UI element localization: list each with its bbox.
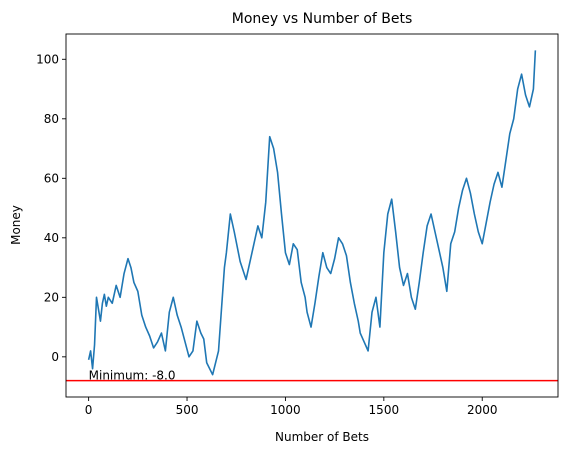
series-line: [87, 50, 537, 376]
x-tick-label-0: 0: [85, 403, 93, 417]
chart-title: Money vs Number of Bets: [232, 11, 413, 27]
minimum-annotation: Minimum: -8.0: [89, 369, 176, 383]
plot-frame: [65, 33, 559, 398]
y-tick-label-0: 0: [51, 350, 59, 364]
x-tick-label-2000: 2000: [467, 403, 498, 417]
y-tick-label-40: 40: [44, 231, 59, 245]
y-tick-label-20: 20: [44, 290, 59, 304]
y-tick-label-60: 60: [44, 171, 59, 185]
x-tick-label-500: 500: [176, 403, 199, 417]
y-axis-label: Money: [9, 205, 23, 245]
y-tick-label-100: 100: [36, 52, 59, 66]
x-axis-label: Number of Bets: [275, 430, 369, 444]
x-tick-label-1000: 1000: [270, 403, 301, 417]
y-tick-label-80: 80: [44, 112, 59, 126]
x-tick-label-1500: 1500: [369, 403, 400, 417]
plot-area: Minimum: -8.0 0 500 1000 1500 2000 0 20 40 60 80 10…: [36, 33, 559, 417]
